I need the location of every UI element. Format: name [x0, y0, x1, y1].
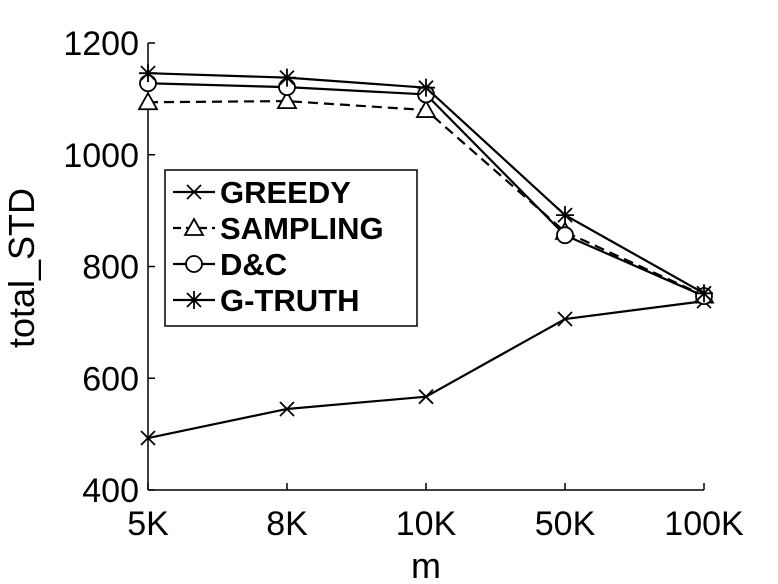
x-tick-label: 10K	[396, 505, 457, 543]
marker-x	[279, 401, 295, 417]
marker-triangle	[137, 91, 159, 111]
marker-stroke	[183, 217, 205, 236]
legend-label: GREEDY	[220, 175, 351, 210]
marker-stroke	[418, 389, 434, 405]
marker-x	[418, 389, 434, 405]
marker-stroke	[279, 401, 295, 417]
legend-label: SAMPLING	[220, 211, 384, 246]
marker-circle	[556, 226, 574, 245]
marker-stroke	[140, 430, 156, 446]
series-greedy	[140, 293, 712, 446]
marker-triangle	[415, 99, 437, 118]
marker-triangle	[183, 217, 205, 236]
x-tick-label: 5K	[127, 505, 169, 543]
marker-stroke	[556, 226, 574, 245]
legend-label: D&C	[220, 247, 287, 282]
marker-asterisk	[556, 206, 574, 225]
y-tick-label: 600	[82, 360, 139, 398]
marker-circle	[185, 255, 203, 273]
marker-x	[186, 184, 202, 200]
marker-asterisk	[139, 64, 157, 83]
legend-entry: SAMPLING	[173, 211, 384, 246]
marker-stroke	[137, 91, 159, 111]
marker-x	[140, 430, 156, 446]
legend-entry: D&C	[173, 247, 287, 282]
y-tick-label: 1000	[63, 137, 139, 175]
marker-triangle	[276, 90, 298, 110]
legend-entry: G-TRUTH	[173, 283, 359, 318]
y-axis-label: total_STD	[1, 188, 42, 348]
marker-stroke	[557, 311, 573, 327]
x-tick-label: 8K	[266, 505, 308, 543]
y-tick-label: 400	[82, 472, 139, 510]
y-tick-label: 1200	[63, 25, 139, 63]
axes: 400 600 800 1000 1200 5K 8K 10K 50K 100K	[63, 25, 744, 543]
x-axis-label: m	[411, 545, 441, 584]
legend-label: G-TRUTH	[220, 283, 359, 318]
marker-stroke	[415, 99, 437, 118]
series-layer	[137, 64, 715, 446]
marker-x	[557, 311, 573, 327]
series-g-truth	[139, 64, 713, 303]
marker-stroke	[185, 255, 203, 273]
marker-asterisk	[417, 78, 435, 97]
marker-asterisk	[185, 291, 203, 309]
marker-asterisk	[695, 284, 713, 303]
marker-stroke	[186, 184, 202, 200]
marker-stroke	[276, 90, 298, 110]
x-tick-label: 100K	[664, 505, 744, 543]
legend-entry: GREEDY	[173, 175, 351, 210]
marker-asterisk	[278, 68, 296, 87]
x-tick-label: 50K	[535, 505, 596, 543]
y-tick-label: 800	[82, 249, 139, 287]
